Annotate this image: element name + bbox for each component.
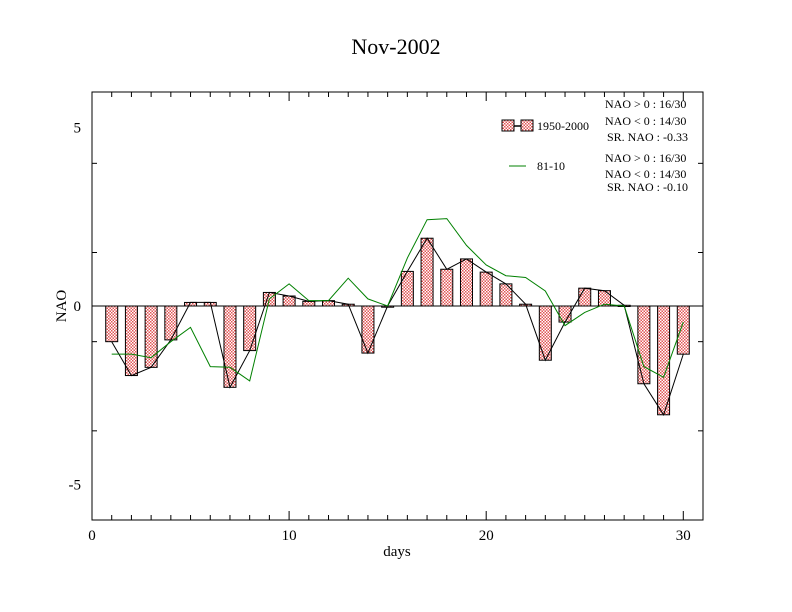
bars-1950-2000 [105,237,690,416]
bar-day-25 [578,287,592,307]
y-axis-label: NAO [54,290,70,323]
x-tick-label-20: 20 [479,528,494,544]
bar-day-8 [243,305,257,352]
legend-label-81-10: 81-10 [537,159,565,173]
bar-day-30 [676,305,690,355]
series-line-81-10 [111,218,684,382]
x-tick-label-10: 10 [282,528,297,544]
series-line-1950-2000 [111,237,684,416]
x-axis-label: days [383,544,411,560]
bar-day-19 [459,258,473,307]
bar-day-2 [124,305,138,377]
chart-title: Nov-2002 [351,34,440,59]
legend-swatch-1950-2000-right [520,119,534,132]
legend-label-1950-2000: 1950-2000 [537,119,589,133]
y-tick-label-5: 5 [74,121,82,137]
x-tick-label-30: 30 [676,528,691,544]
legend: 1950-2000 81-10 NAO > 0 : 16/30 NAO < 0 … [501,97,688,194]
x-axis-ticks: 0 10 20 30 [88,92,704,544]
bar-day-20 [479,271,493,307]
legend-swatch-1950-2000-left [501,119,515,132]
stats-1950-nao-pos: NAO > 0 : 16/30 [605,97,686,111]
stats-8110-sr: SR. NAO : -0.10 [607,180,688,194]
bar-day-4 [164,305,178,341]
x-tick-label-0: 0 [88,528,96,544]
stats-8110-nao-neg: NAO < 0 : 14/30 [605,167,686,181]
y-axis-ticks: -5 0 5 [69,121,703,521]
bar-day-29 [657,305,671,416]
stats-1950-nao-neg: NAO < 0 : 14/30 [605,114,686,128]
bar-day-7 [223,305,237,388]
y-tick-label--5: -5 [69,477,82,493]
stats-8110-nao-pos: NAO > 0 : 16/30 [605,151,686,165]
bar-day-1 [105,305,119,343]
bar-day-11 [302,300,316,307]
bar-day-18 [440,268,454,307]
bar-day-14 [361,305,375,354]
stats-1950-sr: SR. NAO : -0.33 [607,130,688,144]
bar-day-17 [420,237,434,307]
bar-day-16 [400,270,414,307]
bar-day-21 [499,283,513,307]
y-tick-label-0: 0 [74,299,82,315]
bar-day-28 [637,305,651,385]
